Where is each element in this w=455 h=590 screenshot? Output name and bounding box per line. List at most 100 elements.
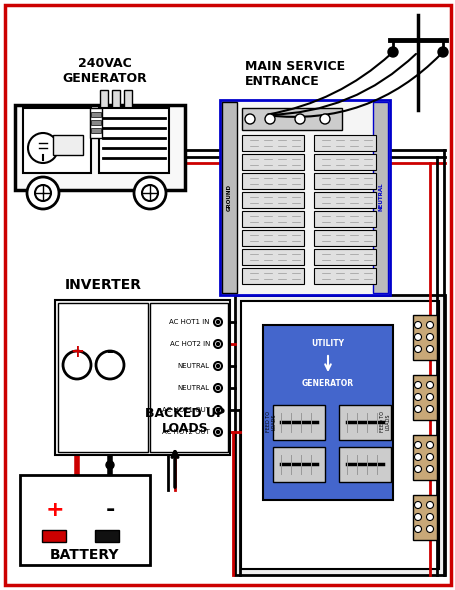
Bar [241, 301, 438, 569]
Bar [15, 105, 185, 190]
Bar [20, 475, 150, 565]
Circle shape [106, 461, 114, 469]
Circle shape [244, 114, 254, 124]
Bar [412, 375, 436, 420]
Circle shape [414, 502, 420, 509]
Bar [234, 295, 444, 575]
Bar [23, 108, 91, 173]
Circle shape [96, 351, 124, 379]
Bar [242, 173, 303, 189]
Bar [55, 300, 229, 455]
Circle shape [414, 513, 420, 520]
Circle shape [414, 394, 420, 401]
Circle shape [28, 133, 58, 163]
Bar [412, 315, 436, 360]
Bar [242, 268, 303, 284]
Text: GROUND: GROUND [226, 183, 231, 211]
Bar [313, 192, 375, 208]
Bar [112, 90, 120, 108]
Circle shape [213, 362, 222, 370]
Circle shape [425, 322, 433, 329]
Text: FEED TO
LOADS: FEED TO LOADS [379, 411, 389, 432]
Circle shape [216, 320, 219, 323]
Circle shape [216, 431, 219, 434]
Text: BATTERY: BATTERY [50, 548, 120, 562]
Text: -: - [105, 500, 115, 520]
Text: NEUTRAL: NEUTRAL [378, 183, 383, 211]
Text: AC HOT2 IN: AC HOT2 IN [169, 341, 210, 347]
Bar [219, 100, 389, 295]
Text: NEUTRAL: NEUTRAL [177, 363, 210, 369]
Bar [338, 405, 390, 440]
Bar [99, 108, 169, 173]
Circle shape [216, 386, 219, 389]
Text: UTILITY: UTILITY [311, 339, 344, 348]
Text: NEUTRAL: NEUTRAL [177, 385, 210, 391]
Text: AC HOT1 OUT: AC HOT1 OUT [162, 407, 210, 413]
Bar [100, 90, 108, 108]
Text: GENERATOR: GENERATOR [301, 379, 353, 388]
Bar [222, 102, 237, 293]
Bar [313, 135, 375, 151]
Circle shape [425, 441, 433, 448]
Bar [412, 495, 436, 540]
Bar [313, 173, 375, 189]
Circle shape [35, 185, 51, 201]
Circle shape [63, 351, 91, 379]
Circle shape [414, 441, 420, 448]
Circle shape [414, 454, 420, 461]
Circle shape [414, 333, 420, 340]
Bar [273, 447, 324, 482]
Bar [242, 154, 303, 170]
Circle shape [425, 394, 433, 401]
Circle shape [414, 466, 420, 473]
Text: AC HOT1 IN: AC HOT1 IN [169, 319, 210, 325]
Circle shape [425, 513, 433, 520]
Text: AC HOT2 OUT: AC HOT2 OUT [162, 429, 210, 435]
Bar [242, 230, 303, 246]
Bar [242, 135, 303, 151]
Bar [91, 128, 101, 133]
Circle shape [216, 343, 219, 346]
Circle shape [134, 177, 166, 209]
Text: FEED TO
LOADS: FEED TO LOADS [265, 411, 276, 432]
Text: MAIN SERVICE
ENTRANCE: MAIN SERVICE ENTRANCE [244, 60, 344, 88]
Circle shape [319, 114, 329, 124]
Bar [242, 108, 341, 130]
Bar [124, 90, 131, 108]
Bar [91, 120, 101, 125]
Circle shape [425, 454, 433, 461]
Bar [313, 249, 375, 265]
Bar [90, 108, 102, 138]
Circle shape [414, 405, 420, 412]
Circle shape [216, 365, 219, 368]
Circle shape [387, 47, 397, 57]
Bar [91, 112, 101, 117]
Circle shape [414, 322, 420, 329]
Circle shape [213, 340, 222, 348]
Circle shape [213, 384, 222, 392]
Bar [313, 154, 375, 170]
Bar [338, 447, 390, 482]
Bar [242, 192, 303, 208]
Bar [150, 303, 228, 452]
Bar [42, 530, 66, 542]
Bar [53, 135, 83, 155]
Text: 240VAC
GENERATOR: 240VAC GENERATOR [62, 57, 147, 85]
Circle shape [437, 47, 447, 57]
Bar [412, 435, 436, 480]
Circle shape [414, 382, 420, 388]
Circle shape [425, 502, 433, 509]
Circle shape [294, 114, 304, 124]
Circle shape [425, 346, 433, 352]
Circle shape [425, 382, 433, 388]
Bar [273, 405, 324, 440]
Circle shape [264, 114, 274, 124]
Bar [313, 268, 375, 284]
Text: BACKED UP
LOADS: BACKED UP LOADS [145, 407, 225, 435]
Text: +: + [70, 343, 84, 361]
Bar [242, 211, 303, 227]
Circle shape [216, 408, 219, 411]
Circle shape [414, 526, 420, 533]
Bar [313, 211, 375, 227]
